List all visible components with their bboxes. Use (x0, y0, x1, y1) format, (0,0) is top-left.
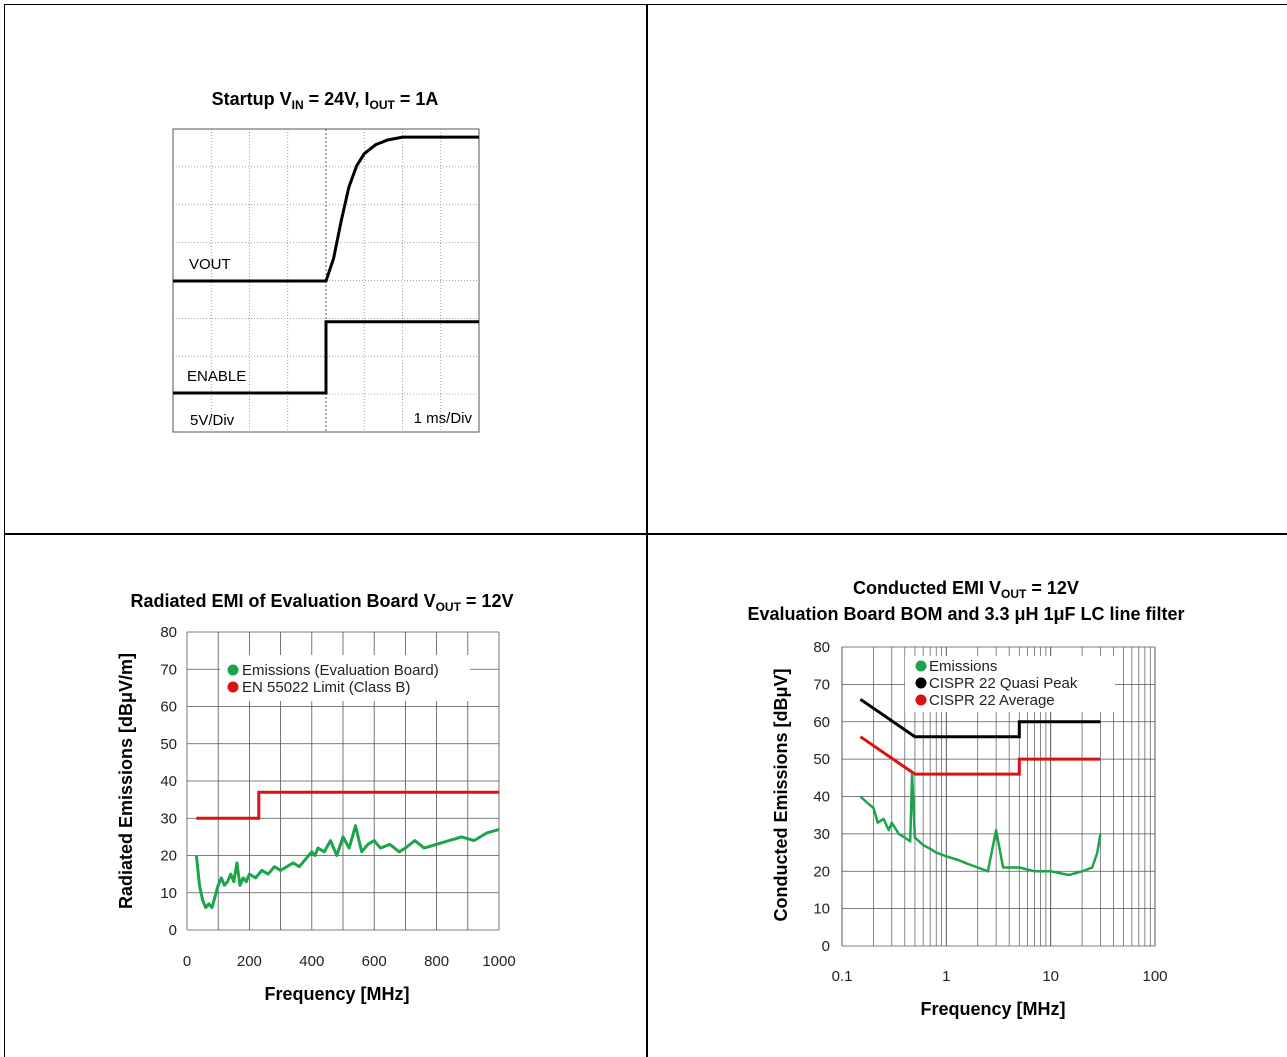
radiated-emissions-line (194, 824, 500, 910)
legend-quasi-peak-marker (915, 677, 927, 689)
conducted-x-tick: 10 (1042, 968, 1059, 985)
vout-label: VOUT (189, 256, 231, 273)
conducted-emi-chart: Conducted EMI VOUT = 12V Evaluation Boar… (747, 578, 1184, 1019)
conducted-xlabel: Frequency [MHz] (920, 999, 1065, 1019)
radiated-y-tick: 70 (160, 661, 177, 678)
radiated-title: Radiated EMI of Evaluation Board VOUT = … (131, 591, 514, 614)
radiated-limit-line (196, 790, 499, 820)
conducted-y-tick: 20 (813, 863, 830, 880)
radiated-y-tick: 0 (169, 922, 177, 939)
conducted-y-tick: 0 (822, 938, 830, 955)
radiated-x-tick: 200 (237, 953, 262, 970)
conducted-legend: Emissions CISPR 22 Quasi Peak CISPR 22 A… (915, 658, 1078, 709)
radiated-y-tick: 60 (160, 699, 177, 716)
legend-average-marker (915, 694, 927, 706)
startup-title: Startup VIN = 24V, IOUT = 1A (212, 89, 439, 112)
conducted-x-tick: 1 (942, 968, 950, 985)
conducted-y-tick: 70 (813, 676, 830, 693)
conducted-y-tick: 60 (813, 714, 830, 731)
conducted-quasi-peak-line (859, 698, 1101, 739)
enable-label: ENABLE (187, 368, 246, 385)
conducted-y-tick: 40 (813, 789, 830, 806)
grid-divider-horizontal (4, 533, 1287, 535)
legend-emissions-marker (915, 660, 927, 672)
vout-trace (173, 135, 479, 283)
conducted-ylabel: Conducted Emissions [dBμV] (771, 668, 791, 921)
conducted-legend-bg (905, 656, 1115, 712)
conducted-y-tick: 30 (813, 826, 830, 843)
grid-divider-vertical (646, 4, 648, 1057)
radiated-emi-chart: Radiated EMI of Evaluation Board VOUT = … (116, 591, 516, 1004)
legend-limit-label: EN 55022 Limit (Class B) (242, 679, 410, 696)
conducted-emissions-line (859, 772, 1102, 877)
radiated-x-ticks: 0 200 400 600 800 1000 (183, 953, 516, 970)
legend-quasi-peak-label: CISPR 22 Quasi Peak (929, 675, 1078, 692)
radiated-y-tick: 80 (160, 624, 177, 641)
figure-grid (4, 4, 1287, 1057)
radiated-y-tick: 40 (160, 773, 177, 790)
conducted-x-tick: 100 (1142, 968, 1167, 985)
radiated-xlabel: Frequency [MHz] (264, 984, 409, 1004)
radiated-y-tick: 50 (160, 736, 177, 753)
conducted-title-line2: Evaluation Board BOM and 3.3 μH 1μF LC l… (747, 604, 1184, 624)
radiated-x-tick: 0 (183, 953, 191, 970)
vdiv-label: 5V/Div (190, 412, 235, 429)
radiated-y-tick: 10 (160, 885, 177, 902)
legend-average-label: CISPR 22 Average (929, 692, 1055, 709)
legend-emissions-label: Emissions (Evaluation Board) (242, 662, 439, 679)
conducted-y-tick: 50 (813, 751, 830, 768)
radiated-y-tick: 30 (160, 810, 177, 827)
radiated-y-ticks: 0 10 20 30 40 50 60 70 80 (160, 624, 177, 939)
conducted-x-tick: 0.1 (832, 968, 853, 985)
tdiv-label: 1 ms/Div (414, 410, 473, 427)
startup-scope-chart: Startup VIN = 24V, IOUT = 1A VOUT ENABLE… (172, 89, 480, 433)
radiated-x-tick: 1000 (482, 953, 515, 970)
radiated-x-tick: 400 (299, 953, 324, 970)
radiated-x-tick: 800 (424, 953, 449, 970)
conducted-y-ticks: 0 10 20 30 40 50 60 70 80 (813, 639, 830, 955)
conducted-x-ticks: 0.1 1 10 100 (832, 968, 1168, 985)
conducted-average-line (859, 735, 1101, 776)
legend-limit-marker (227, 681, 239, 693)
legend-emissions-label: Emissions (929, 658, 997, 675)
radiated-legend-bg (220, 655, 470, 701)
conducted-y-tick: 80 (813, 639, 830, 656)
legend-emissions-marker (227, 664, 239, 676)
enable-trace (173, 320, 479, 395)
radiated-y-tick: 20 (160, 848, 177, 865)
conducted-title-line1: Conducted EMI VOUT = 12V (853, 578, 1079, 601)
radiated-legend: Emissions (Evaluation Board) EN 55022 Li… (227, 662, 439, 696)
radiated-ylabel: Radiated Emissions [dBμV/m] (116, 653, 136, 909)
conducted-y-tick: 10 (813, 901, 830, 918)
radiated-x-tick: 600 (362, 953, 387, 970)
